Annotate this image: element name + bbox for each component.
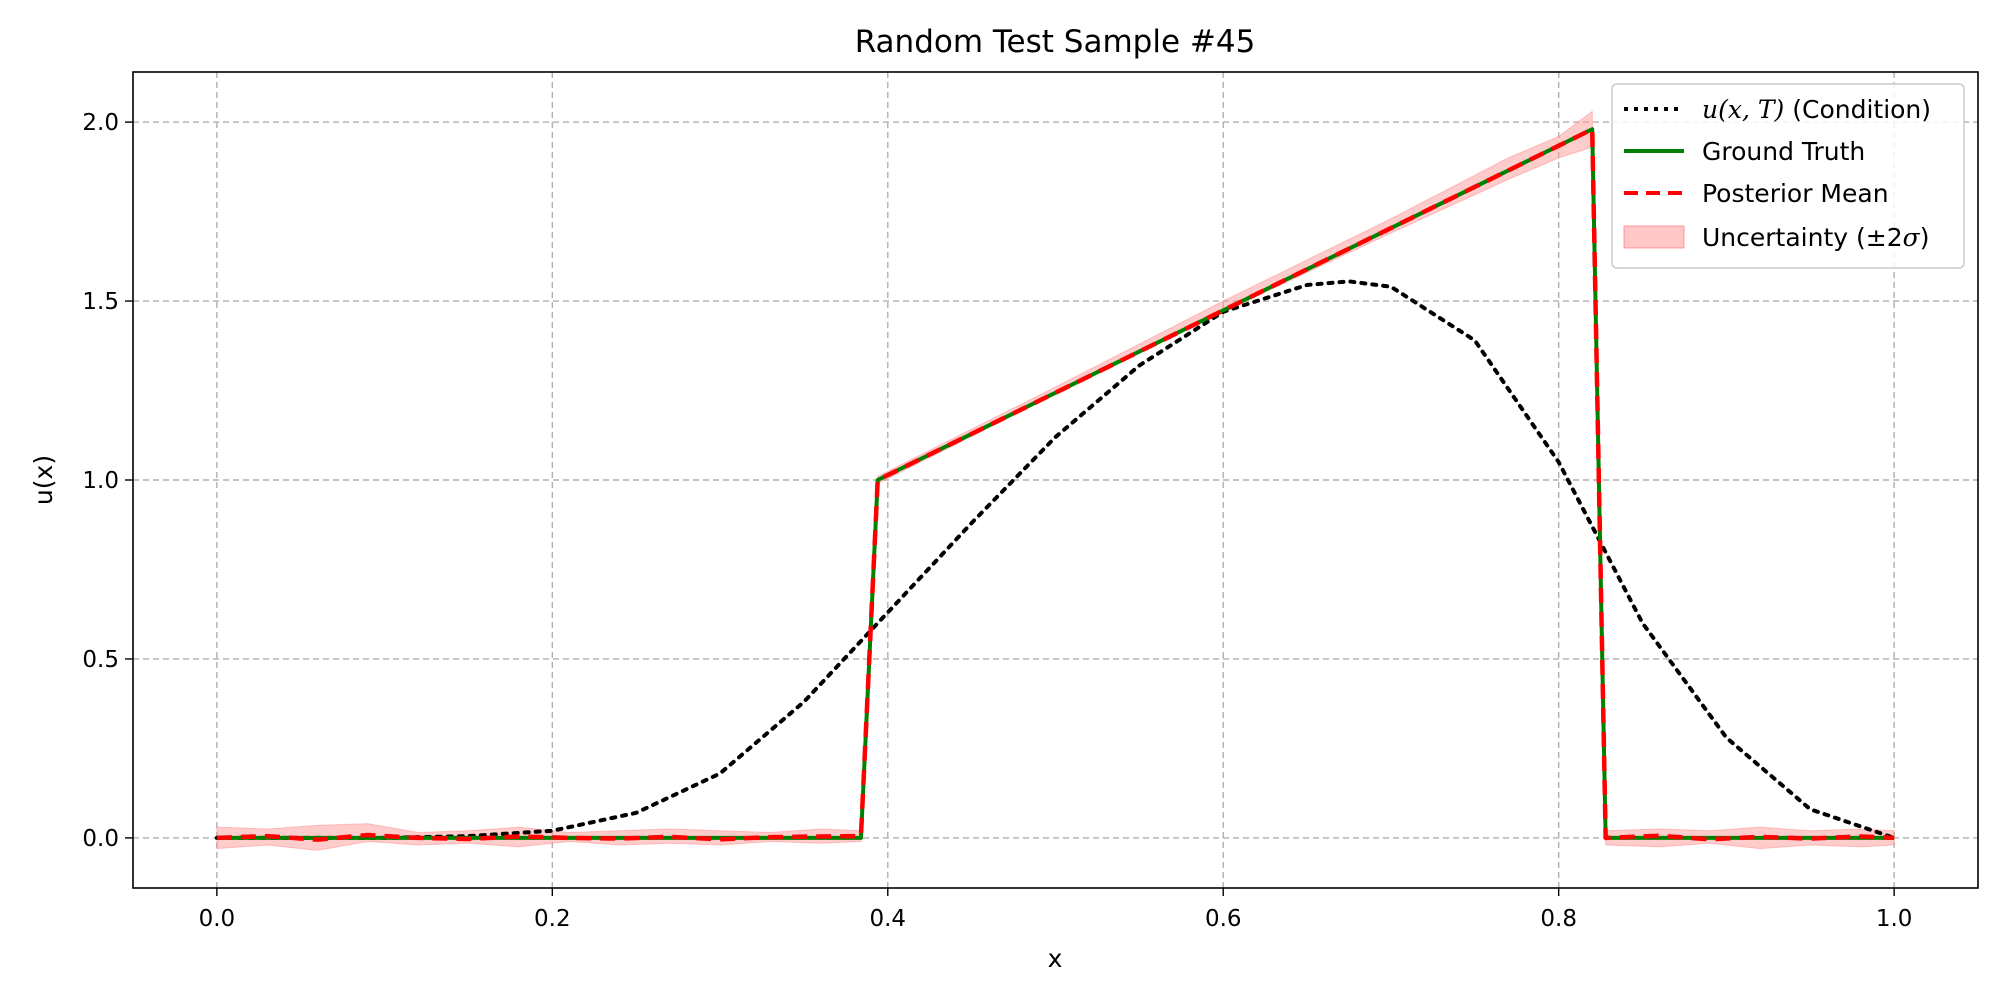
x-tick-label: 0.8 (1540, 906, 1577, 932)
x-axis-label: x (1048, 944, 1063, 973)
x-tick-label: 0.4 (869, 906, 906, 932)
x-tick-label: 0.0 (199, 906, 236, 932)
legend-ground-truth-label: Ground Truth (1702, 137, 1865, 166)
axis-ticks: 0.0 0.2 0.4 0.6 0.8 1.0 0.0 0.5 1.0 1.5 2.0 (82, 110, 1912, 932)
legend-condition-text: (Condition) (1784, 95, 1931, 124)
condition-series-line (214, 279, 1897, 840)
y-tick-label: 1.5 (82, 289, 119, 315)
posterior-mean-series-line (216, 127, 1895, 842)
legend-uncertainty-prefix: Uncertainty (±2 (1702, 223, 1903, 252)
series-lines (214, 127, 1897, 842)
legend-posterior-mean-label: Posterior Mean (1702, 179, 1889, 208)
uncertainty-band (216, 110, 1895, 851)
y-axis-label: u(x) (29, 455, 58, 505)
legend: u(x, T) (Condition) Ground Truth Posteri… (1611, 83, 1965, 269)
x-tick-label: 0.2 (534, 906, 571, 932)
x-tick-label: 1.0 (1876, 906, 1913, 932)
grid (133, 72, 1978, 888)
y-tick-label: 0.5 (82, 647, 119, 673)
legend-condition-math: u(x, T) (1702, 95, 1784, 124)
legend-uncertainty-label: Uncertainty (±2σ) (1702, 223, 1929, 252)
chart-title: Random Test Sample #45 (855, 24, 1256, 60)
uncertainty-band-area (216, 110, 1895, 851)
legend-condition-label: u(x, T) (Condition) (1702, 95, 1931, 124)
legend-uncertainty-swatch (1623, 225, 1685, 249)
legend-uncertainty-suffix: ) (1920, 223, 1930, 252)
y-tick-label: 2.0 (82, 110, 119, 136)
x-tick-label: 0.6 (1205, 906, 1242, 932)
legend-box (1611, 83, 1965, 269)
y-tick-label: 1.0 (82, 468, 119, 494)
y-tick-label: 0.0 (82, 826, 119, 852)
legend-uncertainty-sigma: σ (1903, 223, 1921, 252)
